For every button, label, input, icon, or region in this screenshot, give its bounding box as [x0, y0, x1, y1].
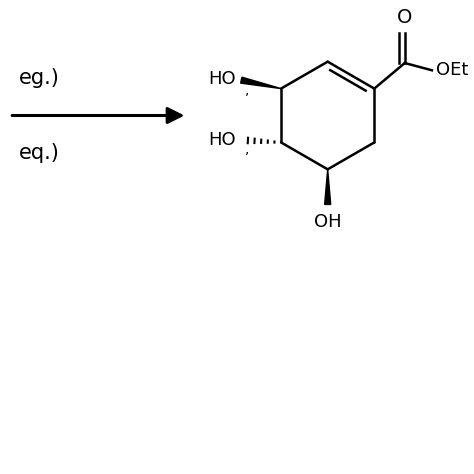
Text: O: O [397, 8, 412, 27]
Polygon shape [241, 77, 281, 89]
Text: ,: , [245, 142, 249, 156]
Text: HO: HO [208, 131, 236, 149]
Polygon shape [325, 169, 331, 204]
Text: eq.): eq.) [19, 143, 60, 163]
Text: eg.): eg.) [19, 68, 60, 88]
Text: OH: OH [314, 213, 341, 231]
Text: OEt: OEt [436, 61, 468, 79]
Text: HO: HO [208, 70, 236, 88]
Text: ,: , [245, 82, 249, 97]
